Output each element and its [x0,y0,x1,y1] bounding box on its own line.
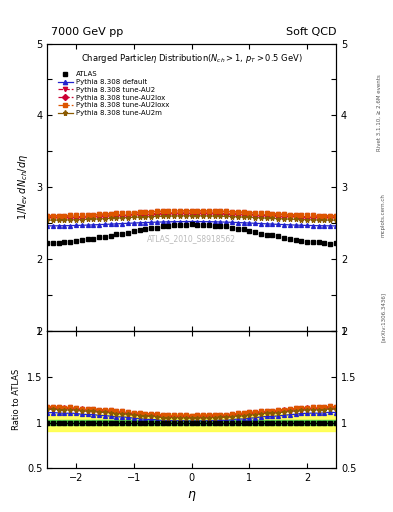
Text: Soft QCD: Soft QCD [286,27,336,37]
Pythia 8.308 tune-AU2m [189,212,194,219]
Text: [arXiv:1306.3436]: [arXiv:1306.3436] [381,292,386,343]
Legend: ATLAS, Pythia 8.308 default, Pythia 8.308 tune-AU2, Pythia 8.308 tune-AU2lox, Py: ATLAS, Pythia 8.308 default, Pythia 8.30… [57,70,171,117]
Pythia 8.308 tune-AU2 [131,209,136,216]
Pythia 8.308 tune-AU2loxx [189,208,194,214]
Bar [47,414,336,431]
Text: mcplots.cern.ch: mcplots.cern.ch [381,193,386,237]
Pythia 8.308 default [241,220,246,226]
Line: ATLAS: ATLAS [45,222,338,246]
Pythia 8.308 tune-AU2m [131,214,136,220]
Pythia 8.308 tune-AU2lox [131,211,136,218]
Y-axis label: Ratio to ATLAS: Ratio to ATLAS [12,369,21,430]
Pythia 8.308 default [328,223,332,229]
ATLAS [328,241,332,247]
Text: Charged Particle$\mathit{\eta}$ Distribution($N_{ch}>1,\,p_{T}>0.5$ GeV): Charged Particle$\mathit{\eta}$ Distribu… [81,52,302,65]
Pythia 8.308 tune-AU2m [137,214,142,220]
Text: Rivet 3.1.10, ≥ 2.6M events: Rivet 3.1.10, ≥ 2.6M events [377,74,382,151]
Pythia 8.308 tune-AU2 [259,210,263,216]
Pythia 8.308 tune-AU2loxx [45,212,50,219]
ATLAS [259,231,263,237]
X-axis label: $\eta$: $\eta$ [187,489,196,503]
Pythia 8.308 tune-AU2loxx [334,212,338,219]
Pythia 8.308 default [108,221,113,227]
Y-axis label: $1/N_{ev}\,dN_{ch}/d\eta$: $1/N_{ev}\,dN_{ch}/d\eta$ [17,154,31,220]
Pythia 8.308 default [189,219,194,225]
Pythia 8.308 tune-AU2lox [259,212,263,218]
Pythia 8.308 tune-AU2 [241,209,246,215]
Line: Pythia 8.308 tune-AU2: Pythia 8.308 tune-AU2 [45,209,338,218]
ATLAS [241,226,246,232]
Pythia 8.308 tune-AU2loxx [137,209,142,215]
Line: Pythia 8.308 tune-AU2loxx: Pythia 8.308 tune-AU2loxx [45,209,338,218]
Line: Pythia 8.308 tune-AU2lox: Pythia 8.308 tune-AU2lox [45,211,338,219]
Pythia 8.308 tune-AU2lox [45,214,50,220]
Pythia 8.308 tune-AU2lox [137,211,142,217]
Pythia 8.308 tune-AU2 [45,212,50,219]
Bar [47,420,336,425]
Pythia 8.308 tune-AU2lox [241,211,246,217]
Pythia 8.308 tune-AU2 [108,210,113,217]
Pythia 8.308 tune-AU2 [328,212,332,219]
ATLAS [108,232,113,239]
Pythia 8.308 tune-AU2m [45,217,50,223]
Pythia 8.308 tune-AU2m [259,215,263,221]
Pythia 8.308 tune-AU2loxx [241,209,246,215]
Line: Pythia 8.308 tune-AU2m: Pythia 8.308 tune-AU2m [45,214,338,222]
Pythia 8.308 tune-AU2loxx [108,210,113,217]
Pythia 8.308 tune-AU2lox [328,214,332,220]
Pythia 8.308 tune-AU2lox [334,214,338,220]
Pythia 8.308 tune-AU2m [241,214,246,220]
Pythia 8.308 tune-AU2m [328,217,332,223]
Pythia 8.308 default [45,223,50,229]
Text: ATLAS_2010_S8918562: ATLAS_2010_S8918562 [147,234,236,243]
Line: Pythia 8.308 default: Pythia 8.308 default [45,220,338,228]
ATLAS [137,227,142,233]
Text: 7000 GeV pp: 7000 GeV pp [51,27,123,37]
Pythia 8.308 tune-AU2 [334,212,338,219]
Pythia 8.308 default [259,221,263,227]
Pythia 8.308 default [334,223,338,229]
ATLAS [131,228,136,234]
Pythia 8.308 tune-AU2lox [189,210,194,216]
Pythia 8.308 tune-AU2loxx [131,209,136,216]
ATLAS [322,240,327,246]
Pythia 8.308 tune-AU2m [108,215,113,221]
Pythia 8.308 default [137,220,142,226]
ATLAS [45,240,50,246]
Pythia 8.308 tune-AU2 [189,208,194,214]
Pythia 8.308 tune-AU2lox [108,212,113,219]
Pythia 8.308 default [131,220,136,226]
Pythia 8.308 tune-AU2loxx [259,210,263,216]
Pythia 8.308 tune-AU2 [137,209,142,215]
ATLAS [334,240,338,246]
Pythia 8.308 tune-AU2m [334,217,338,223]
ATLAS [189,221,194,227]
Pythia 8.308 tune-AU2loxx [328,212,332,219]
